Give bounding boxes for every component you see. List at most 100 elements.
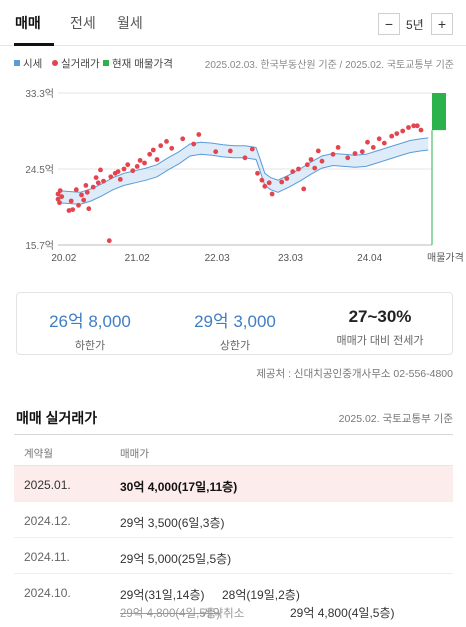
actual-trade-point — [345, 155, 351, 161]
actual-trade-point — [319, 158, 325, 164]
section-title: 매매 실거래가 — [16, 410, 98, 426]
table-row[interactable]: 2024.11. 29억 5,000(25일,5층) — [14, 538, 453, 574]
actual-trade-point — [93, 175, 99, 180]
jeonse-ratio-value: 27~30% — [348, 307, 412, 326]
contract-month: 2024.10. — [24, 586, 71, 600]
actual-trade-point — [154, 157, 160, 162]
y-tick-label: 33.3억 — [25, 88, 54, 100]
x-tick-label: 23.03 — [278, 253, 303, 264]
actual-trade-point — [312, 165, 318, 171]
legend-market-swatch — [14, 60, 20, 66]
table-row[interactable]: 2024.12. 29억 3,500(6일,3층) — [14, 502, 453, 538]
x-tick-label: 20.02 — [51, 253, 76, 264]
jeonse-ratio-label: 매매가 대비 전세가 — [336, 335, 424, 347]
actual-trade-point — [365, 139, 370, 145]
actual-trade-table: 계약월 매매가 2025.01. 30억 4,000(17일,11층) 2024… — [14, 434, 453, 622]
trade-type-tabs: 매매 전세 월세 − 5년 + — [0, 0, 466, 46]
actual-trade-point — [359, 149, 365, 155]
actual-trade-point — [255, 170, 260, 176]
x-tick-label: 21.02 — [125, 253, 150, 264]
tab-monthly-rent[interactable]: 월세 — [117, 15, 143, 31]
table-header: 계약월 매매가 — [14, 434, 453, 466]
tab-sale[interactable]: 매매 — [15, 15, 41, 31]
x-tick-label: 22.03 — [205, 253, 230, 264]
y-tick-label: 15.7억 — [25, 240, 54, 252]
y-tick-label: 24.5억 — [25, 164, 54, 176]
tab-jeonse[interactable]: 전세 — [70, 15, 96, 31]
actual-trade-point — [158, 143, 164, 149]
jeonse-ratio-stat: 27~30% 매매가 대비 전세가 — [310, 293, 450, 356]
trade-price-second: 28억(19일,2층) — [222, 588, 300, 602]
actual-trade-point — [125, 162, 131, 168]
actual-trade-point — [134, 164, 140, 169]
actual-trade-point — [196, 132, 202, 137]
actual-trade-point — [330, 151, 336, 157]
market-price-band — [58, 137, 429, 205]
actual-trade-point — [269, 191, 275, 197]
actual-trade-point — [164, 139, 169, 144]
period-increase-button[interactable]: + — [431, 13, 453, 35]
chart-source: 2025.02.03. 한국부동산원 기준 / 2025.02. 국토교통부 기… — [204, 60, 454, 71]
header-contract-month: 계약월 — [24, 448, 53, 460]
actual-trade-point — [106, 238, 112, 244]
cancelled-badge: 계약취소 — [202, 608, 245, 620]
actual-trade-point — [262, 183, 268, 189]
actual-trade-point — [213, 149, 219, 155]
actual-trade-point — [142, 160, 147, 166]
section-source: 2025.02. 국토교통부 기준 — [338, 413, 453, 425]
actual-trade-point — [95, 180, 101, 186]
actual-trade-point — [86, 206, 92, 212]
market-price-upper-line — [57, 137, 429, 193]
actual-trade-point — [101, 178, 106, 184]
actual-trade-point — [301, 186, 307, 192]
actual-trade-point — [406, 125, 411, 130]
actual-trade-point — [115, 169, 121, 174]
actual-trade-point — [57, 200, 62, 206]
actual-trade-point — [68, 198, 74, 204]
legend-listing-label: 현재 매물가격 — [112, 58, 173, 70]
period-decrease-button[interactable]: − — [378, 13, 400, 35]
actual-trade-point — [400, 128, 406, 134]
actual-trade-point — [169, 145, 175, 151]
actual-trade-point — [411, 123, 417, 129]
header-price: 매매가 — [120, 448, 149, 460]
actual-trade-point — [191, 141, 197, 147]
legend-item-listing-price: 현재 매물가격 — [103, 56, 173, 71]
lower-price-value: 26억 8,000 — [49, 312, 131, 331]
legend-listing-swatch — [103, 60, 109, 66]
lower-price-stat: 26억 8,000 하한가 — [20, 293, 160, 356]
trade-price: 29억(31일,14층) — [120, 588, 205, 602]
actual-trade-point — [81, 197, 87, 203]
legend-actual-trade-label: 실거래가 — [61, 58, 100, 70]
listing-price-range — [432, 93, 446, 131]
actual-trade-point — [108, 174, 114, 180]
actual-trade-point — [389, 133, 395, 139]
actual-trade-point — [57, 188, 63, 193]
actual-trade-point — [290, 169, 296, 174]
actual-trade-point — [335, 145, 341, 150]
actual-trade-point — [308, 157, 314, 162]
actual-trade-point — [381, 140, 387, 146]
lower-price-label: 하한가 — [74, 340, 106, 352]
actual-trade-point — [352, 151, 358, 156]
actual-trade-point — [227, 148, 233, 154]
contract-month: 2025.01. — [24, 478, 71, 492]
legend-actual-trade-dot — [52, 60, 58, 66]
trade-price: 29억 5,000(25일,5층) — [120, 552, 232, 566]
actual-trade-point — [84, 189, 90, 195]
table-row[interactable]: 2025.01. 30억 4,000(17일,11층) — [14, 466, 453, 502]
upper-price-value: 29억 3,000 — [194, 312, 276, 331]
actual-trade-point — [180, 136, 186, 142]
actual-trade-point — [59, 194, 65, 199]
legend-item-market: 시세 — [14, 56, 42, 71]
actual-trade-point — [249, 146, 255, 152]
actual-trade-point — [73, 187, 79, 193]
actual-trade-point — [79, 192, 84, 198]
actual-trade-point — [394, 131, 400, 136]
table-row[interactable]: 2024.10. 29억(31일,14층) 28억(19일,2층) 29억 4,… — [14, 574, 453, 622]
actual-trade-point — [117, 177, 123, 182]
actual-trade-point — [76, 202, 81, 208]
actual-trade-point — [130, 168, 136, 174]
active-tab-indicator — [14, 43, 54, 46]
actual-trade-point — [66, 208, 72, 213]
